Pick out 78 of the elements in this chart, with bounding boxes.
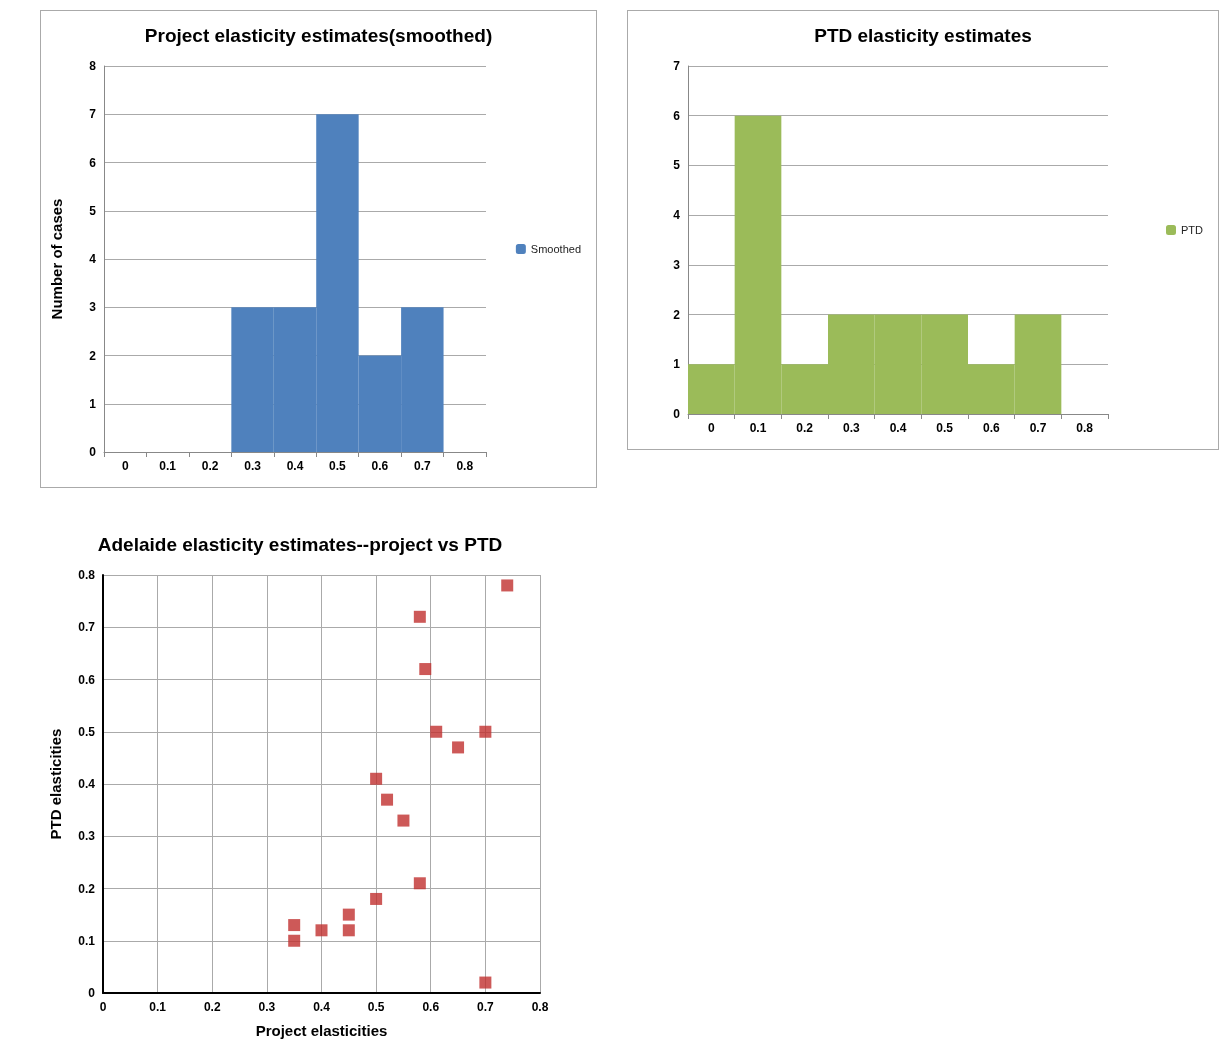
point xyxy=(413,610,426,623)
point xyxy=(479,976,492,989)
chart-title: Project elasticity estimates(smoothed) xyxy=(144,25,493,46)
x-tick-label: 0 xyxy=(99,1000,107,1014)
point xyxy=(479,725,492,738)
x-axis-title: Project elasticities xyxy=(255,1022,388,1039)
y-tick-label: 0.8 xyxy=(78,568,96,582)
y-tick-label: 4 xyxy=(673,208,681,223)
point xyxy=(381,793,394,806)
y-tick-label: 7 xyxy=(673,59,681,73)
x-tick-label: 0.1 xyxy=(159,459,177,473)
x-tick-label: 0.3 xyxy=(258,1000,276,1014)
y-tick-label: 3 xyxy=(673,257,681,272)
point xyxy=(315,924,328,937)
chart-title: PTD elasticity estimates xyxy=(814,25,1032,46)
x-tick-label: 0.3 xyxy=(842,421,860,435)
x-tick-label: 0.2 xyxy=(201,459,219,473)
x-tick-label: 0 xyxy=(707,421,715,435)
x-tick-label: 0.6 xyxy=(982,421,1000,435)
x-tick-label: 0.2 xyxy=(796,421,814,435)
x-tick-label: 0.2 xyxy=(203,1000,221,1014)
x-tick-label: 0.5 xyxy=(329,459,347,473)
y-tick-label: 0.3 xyxy=(78,829,96,844)
legend-label: PTD xyxy=(1181,224,1204,236)
x-tick-label: 0.5 xyxy=(367,1000,385,1014)
y-tick-label: 0 xyxy=(88,986,96,1000)
point xyxy=(288,919,301,932)
x-tick-label: 0.8 xyxy=(456,459,474,473)
y-tick-label: 1 xyxy=(89,396,97,411)
x-tick-label: 0.8 xyxy=(1076,421,1094,435)
y-tick-label: 0.2 xyxy=(78,881,96,896)
x-tick-label: 0.4 xyxy=(889,421,907,435)
x-tick-label: 0.6 xyxy=(371,459,389,473)
x-tick-label: 0.4 xyxy=(313,1000,331,1014)
y-tick-label: 0.6 xyxy=(78,672,96,687)
x-tick-label: 0.6 xyxy=(422,1000,440,1014)
y-tick-label: 0.7 xyxy=(78,620,96,635)
point xyxy=(370,772,383,785)
x-tick-label: 0.8 xyxy=(531,1000,549,1014)
y-tick-label: 4 xyxy=(89,252,97,266)
y-tick-label: 3 xyxy=(89,300,97,315)
y-axis-title: Number of cases xyxy=(48,198,65,320)
y-tick-label: 0 xyxy=(89,445,97,459)
y-axis-title: PTD elasticities xyxy=(47,728,64,840)
x-tick-label: 0.3 xyxy=(244,459,262,473)
x-tick-label: 0.7 xyxy=(477,1000,495,1014)
x-tick-label: 0.5 xyxy=(936,421,954,435)
y-tick-label: 6 xyxy=(89,155,97,170)
x-tick-label: 0.4 xyxy=(286,459,304,473)
y-tick-label: 7 xyxy=(89,107,97,122)
point xyxy=(342,908,355,921)
point xyxy=(452,741,465,754)
y-tick-label: 0.4 xyxy=(78,777,96,791)
y-tick-label: 0.5 xyxy=(78,724,96,739)
y-tick-label: 8 xyxy=(89,59,97,73)
chart-title: Adelaide elasticity estimates--project vs PTD xyxy=(97,534,503,555)
point xyxy=(342,924,355,937)
y-tick-label: 2 xyxy=(89,348,97,363)
point xyxy=(370,892,383,905)
point xyxy=(501,579,514,592)
y-tick-label: 0.1 xyxy=(78,933,96,948)
x-tick-label: 0.1 xyxy=(149,1000,167,1014)
y-tick-label: 2 xyxy=(673,307,681,322)
x-tick-label: 0.7 xyxy=(413,459,431,473)
y-tick-label: 5 xyxy=(673,158,681,173)
x-tick-label: 0 xyxy=(121,459,129,473)
point xyxy=(397,814,410,827)
x-tick-label: 0.7 xyxy=(1029,421,1047,435)
point xyxy=(288,934,301,947)
y-tick-label: 6 xyxy=(673,108,681,123)
y-tick-label: 1 xyxy=(673,357,681,372)
point xyxy=(430,725,443,738)
legend-label: Smoothed xyxy=(530,243,582,255)
y-tick-label: 5 xyxy=(89,203,97,218)
point xyxy=(419,663,432,676)
point xyxy=(413,877,426,890)
y-tick-label: 0 xyxy=(673,407,681,421)
x-tick-label: 0.1 xyxy=(749,421,767,435)
